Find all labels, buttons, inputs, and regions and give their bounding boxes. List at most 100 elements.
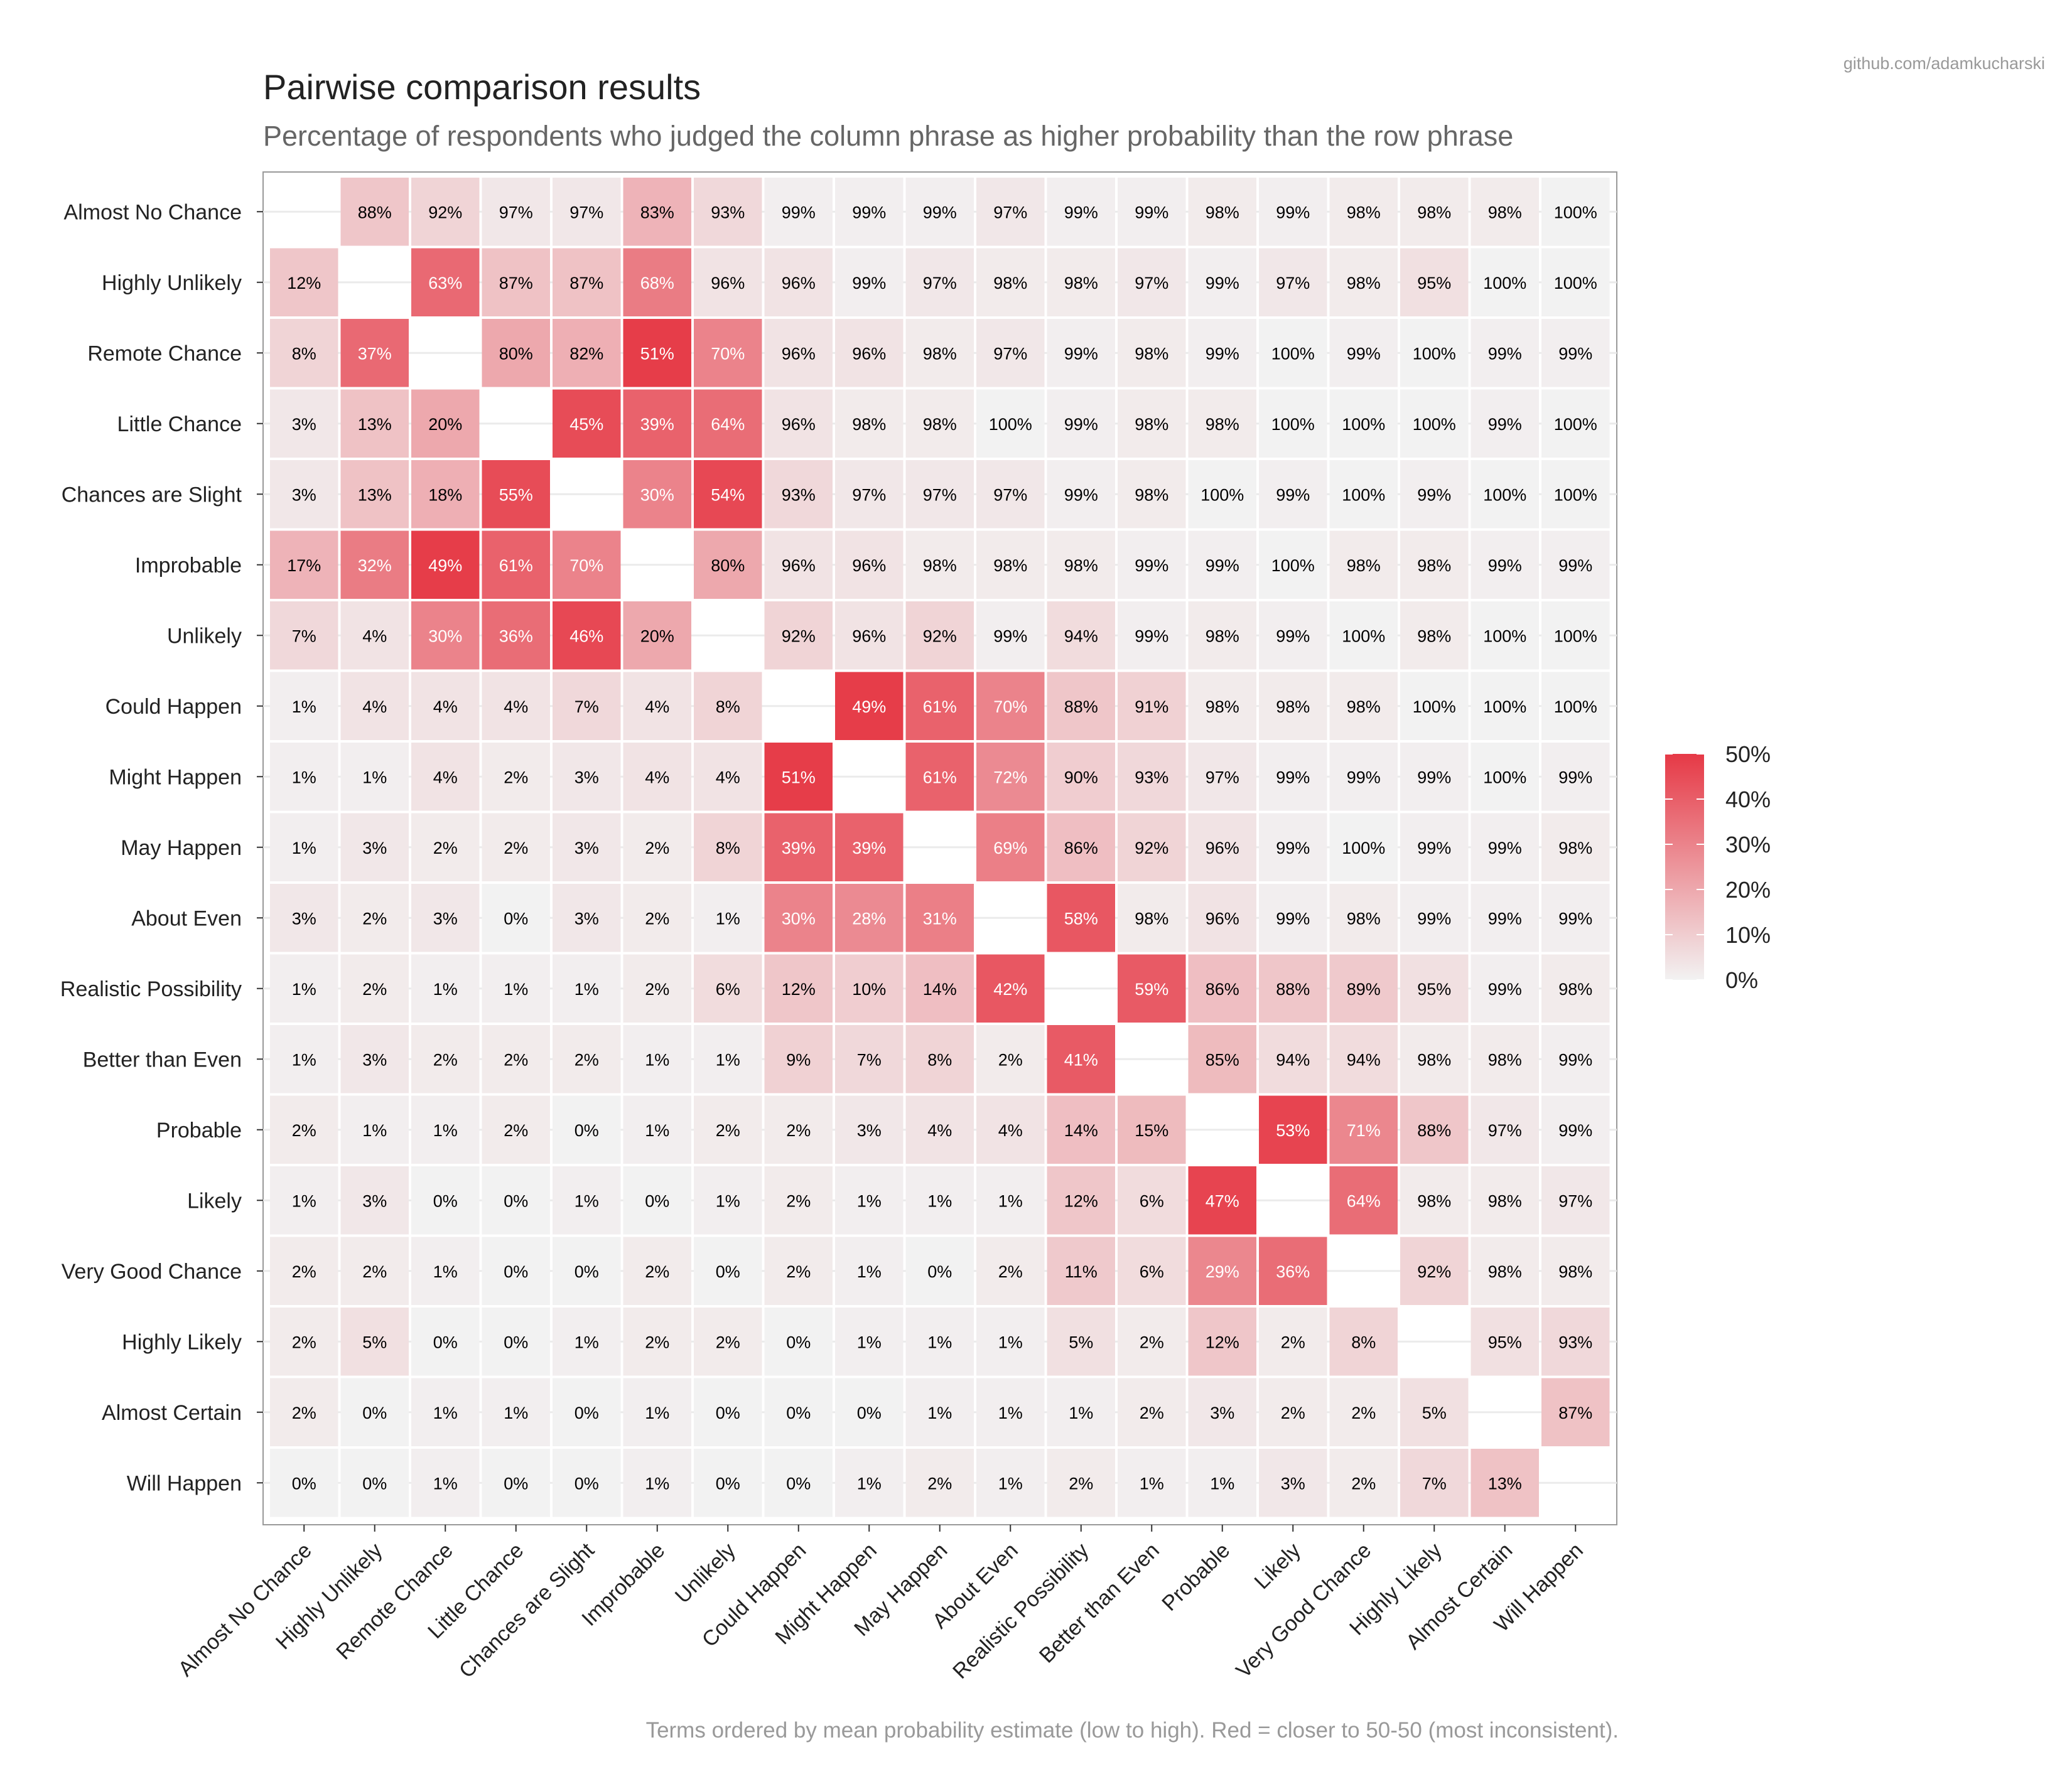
y-axis-label: May Happen: [121, 836, 242, 860]
heatmap-cell: [1118, 1237, 1186, 1305]
heatmap-cell: [764, 743, 833, 811]
cell-value-label: 100%: [1342, 839, 1385, 857]
cell-value-label: 0%: [433, 1191, 458, 1210]
cell-value-label: 2%: [1140, 1333, 1164, 1351]
cell-value-label: 99%: [1064, 415, 1098, 434]
y-axis-label: Improbable: [135, 554, 242, 578]
cell-value-label: 91%: [1135, 697, 1168, 716]
heatmap-cell: [553, 601, 621, 670]
cell-value-label: 83%: [640, 203, 674, 222]
y-axis-label: Realistic Possibility: [60, 977, 242, 1001]
cell-value-label: 98%: [993, 556, 1027, 575]
cell-value-label: 92%: [428, 203, 462, 222]
heatmap-cell: [905, 178, 974, 246]
y-axis-label: Almost No Chance: [64, 200, 242, 224]
heatmap-cell: [1188, 743, 1256, 811]
cell-value-label: 49%: [428, 556, 462, 575]
cell-value-label: 0%: [504, 909, 528, 928]
heatmap-cell: [1259, 319, 1327, 387]
cell-value-label: 99%: [1276, 768, 1310, 787]
heatmap-cell: [1541, 1095, 1610, 1164]
cell-value-label: 1%: [433, 1404, 458, 1422]
cell-value-label: 41%: [1064, 1050, 1098, 1069]
heatmap-cell: [1188, 672, 1256, 740]
heatmap-cell: [764, 601, 833, 670]
heatmap-cell: [1400, 813, 1469, 881]
cell-value-label: 99%: [1417, 839, 1451, 857]
heatmap-cell: [482, 530, 550, 599]
legend-label: 30%: [1725, 832, 1771, 857]
cell-value-label: 97%: [569, 203, 603, 222]
cell-value-label: 30%: [640, 485, 674, 504]
heatmap-cell: [1118, 1378, 1186, 1446]
heatmap-cell: [1329, 530, 1398, 599]
cell-value-label: 100%: [1271, 556, 1315, 575]
heatmap-cell: [1329, 1449, 1398, 1517]
cell-value-label: 2%: [927, 1474, 952, 1493]
heatmap-cell: [411, 813, 480, 881]
cell-value-label: 99%: [1558, 344, 1592, 363]
cell-value-label: 99%: [1206, 344, 1239, 363]
cell-value-label: 13%: [1488, 1474, 1522, 1493]
cell-value-label: 0%: [927, 1262, 952, 1281]
heatmap-cell: [340, 1166, 409, 1235]
y-axis-label: Chances are Slight: [62, 483, 242, 507]
heatmap-cell: [1118, 319, 1186, 387]
heatmap-cell: [976, 1237, 1045, 1305]
heatmap-cell: [1329, 954, 1398, 1023]
cell-value-label: 3%: [575, 768, 599, 787]
cell-value-label: 98%: [1064, 274, 1098, 293]
cell-value-label: 98%: [1347, 697, 1381, 716]
cell-value-label: 99%: [1276, 485, 1310, 504]
heatmap-cell: [764, 530, 833, 599]
x-axis-label: Realistic Possibility: [948, 1539, 1093, 1684]
cell-value-label: 100%: [1342, 485, 1385, 504]
heatmap-cell: [623, 460, 691, 529]
heatmap-cell: [1047, 178, 1115, 246]
heatmap-cell: [1047, 1237, 1115, 1305]
heatmap-cell: [1259, 1237, 1327, 1305]
cell-value-label: 0%: [504, 1333, 528, 1351]
cell-value-label: 1%: [575, 980, 599, 999]
cell-value-label: 87%: [499, 274, 533, 293]
cell-value-label: 99%: [1135, 203, 1168, 222]
cell-value-label: 97%: [1488, 1121, 1522, 1140]
heatmap-cell: [340, 813, 409, 881]
heatmap-cell: [764, 1378, 833, 1446]
heatmap-cell: [1259, 743, 1327, 811]
heatmap-cell: [835, 248, 904, 316]
heatmap-cell: [694, 460, 762, 529]
heatmap-cell: [270, 389, 338, 458]
cell-value-label: 99%: [1206, 274, 1239, 293]
heatmap-cell: [1541, 954, 1610, 1023]
cell-value-label: 1%: [504, 980, 528, 999]
cell-value-label: 8%: [716, 697, 740, 716]
cell-value-label: 1%: [645, 1404, 669, 1422]
cell-value-label: 98%: [1558, 839, 1592, 857]
heatmap-cell: [1541, 178, 1610, 246]
cell-value-label: 2%: [504, 768, 528, 787]
cell-value-label: 32%: [358, 556, 392, 575]
heatmap-cell: [1118, 743, 1186, 811]
heatmap-cell: [1047, 1025, 1115, 1093]
heatmap-cell: [411, 954, 480, 1023]
heatmap-cell: [1329, 460, 1398, 529]
cell-value-label: 98%: [1417, 1050, 1451, 1069]
cell-value-label: 31%: [923, 909, 957, 928]
heatmap-cell: [411, 178, 480, 246]
heatmap-cell: [835, 813, 904, 881]
heatmap-cell: [1047, 743, 1115, 811]
cell-value-label: 1%: [857, 1474, 882, 1493]
cell-value-label: 99%: [923, 203, 957, 222]
cell-value-label: 87%: [569, 274, 603, 293]
cell-value-label: 99%: [852, 274, 886, 293]
cell-value-label: 96%: [711, 274, 745, 293]
cell-value-label: 93%: [782, 485, 816, 504]
heatmap-cell: [1047, 884, 1115, 952]
heatmap-cell: [1329, 813, 1398, 881]
cell-value-label: 2%: [1351, 1404, 1376, 1422]
cell-value-label: 20%: [640, 626, 674, 645]
heatmap-cell: [1329, 1378, 1398, 1446]
heatmap-cell: [340, 1025, 409, 1093]
heatmap-cell: [1470, 178, 1539, 246]
